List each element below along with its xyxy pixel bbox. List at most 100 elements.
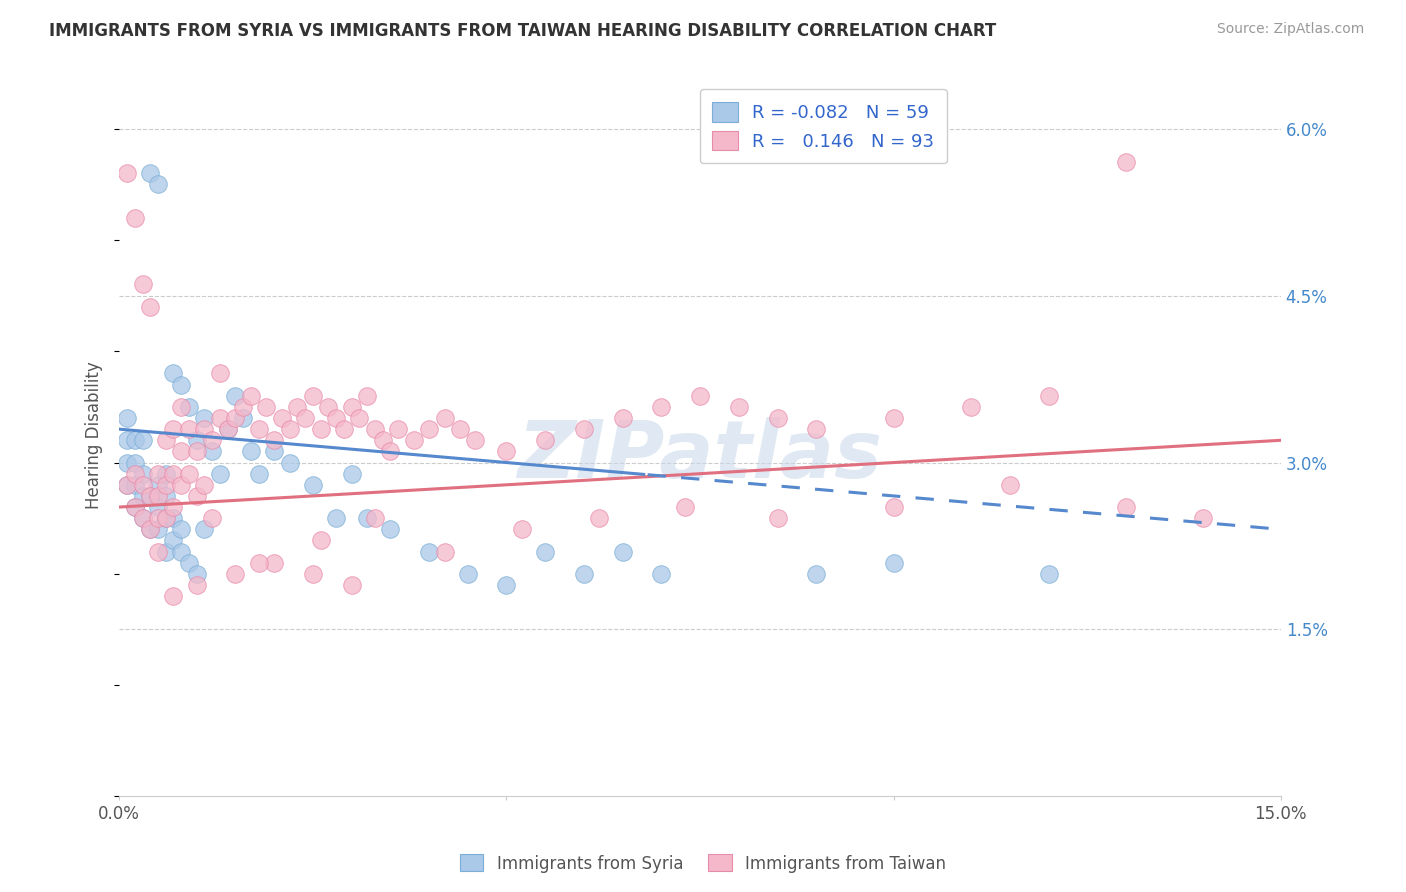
Point — [1038, 566, 1060, 581]
Point — [380, 522, 402, 536]
Point — [572, 422, 595, 436]
Point — [309, 533, 332, 548]
Point — [193, 478, 215, 492]
Point — [131, 434, 153, 448]
Point — [380, 444, 402, 458]
Point — [689, 389, 711, 403]
Point — [186, 489, 208, 503]
Point — [170, 444, 193, 458]
Point — [364, 422, 387, 436]
Point — [387, 422, 409, 436]
Point — [263, 444, 285, 458]
Point — [224, 411, 246, 425]
Point — [510, 522, 533, 536]
Point — [217, 422, 239, 436]
Point — [139, 522, 162, 536]
Point — [371, 434, 394, 448]
Point — [650, 400, 672, 414]
Point — [193, 411, 215, 425]
Point — [239, 444, 262, 458]
Point — [124, 478, 146, 492]
Point — [115, 478, 138, 492]
Point — [247, 556, 270, 570]
Point — [340, 400, 363, 414]
Point — [162, 589, 184, 603]
Point — [162, 422, 184, 436]
Point — [131, 478, 153, 492]
Point — [155, 434, 177, 448]
Point — [170, 522, 193, 536]
Point — [115, 411, 138, 425]
Point — [155, 467, 177, 481]
Point — [572, 566, 595, 581]
Point — [418, 422, 440, 436]
Point — [588, 511, 610, 525]
Point — [146, 544, 169, 558]
Point — [534, 434, 557, 448]
Point — [612, 544, 634, 558]
Legend: R = -0.082   N = 59, R =   0.146   N = 93: R = -0.082 N = 59, R = 0.146 N = 93 — [700, 89, 946, 163]
Point — [998, 478, 1021, 492]
Point — [1115, 155, 1137, 169]
Point — [155, 489, 177, 503]
Point — [883, 556, 905, 570]
Point — [806, 422, 828, 436]
Legend: Immigrants from Syria, Immigrants from Taiwan: Immigrants from Syria, Immigrants from T… — [453, 847, 953, 880]
Point — [1192, 511, 1215, 525]
Point — [124, 456, 146, 470]
Text: IMMIGRANTS FROM SYRIA VS IMMIGRANTS FROM TAIWAN HEARING DISABILITY CORRELATION C: IMMIGRANTS FROM SYRIA VS IMMIGRANTS FROM… — [49, 22, 997, 40]
Point — [162, 511, 184, 525]
Point — [1115, 500, 1137, 514]
Point — [457, 566, 479, 581]
Point — [139, 300, 162, 314]
Point — [177, 422, 200, 436]
Point — [356, 511, 378, 525]
Point — [232, 411, 254, 425]
Point — [186, 578, 208, 592]
Point — [217, 422, 239, 436]
Point — [115, 478, 138, 492]
Point — [186, 444, 208, 458]
Point — [162, 367, 184, 381]
Point — [162, 467, 184, 481]
Point — [146, 178, 169, 192]
Point — [612, 411, 634, 425]
Point — [340, 467, 363, 481]
Point — [146, 522, 169, 536]
Point — [139, 489, 162, 503]
Point — [673, 500, 696, 514]
Point — [287, 400, 309, 414]
Point — [270, 411, 292, 425]
Point — [162, 533, 184, 548]
Point — [139, 166, 162, 180]
Point — [208, 411, 231, 425]
Point — [224, 566, 246, 581]
Point — [124, 500, 146, 514]
Point — [186, 434, 208, 448]
Text: ZIPatlas: ZIPatlas — [517, 417, 883, 495]
Point — [155, 511, 177, 525]
Point — [115, 166, 138, 180]
Point — [495, 444, 517, 458]
Point — [302, 389, 325, 403]
Point — [170, 377, 193, 392]
Point — [254, 400, 277, 414]
Point — [208, 467, 231, 481]
Point — [495, 578, 517, 592]
Point — [1038, 389, 1060, 403]
Point — [263, 434, 285, 448]
Point — [318, 400, 340, 414]
Point — [356, 389, 378, 403]
Point — [433, 544, 456, 558]
Point — [155, 478, 177, 492]
Point — [325, 411, 347, 425]
Point — [464, 434, 486, 448]
Point — [155, 544, 177, 558]
Point — [247, 467, 270, 481]
Point — [146, 467, 169, 481]
Point — [146, 489, 169, 503]
Point — [766, 411, 789, 425]
Point — [186, 566, 208, 581]
Point — [131, 467, 153, 481]
Point — [162, 500, 184, 514]
